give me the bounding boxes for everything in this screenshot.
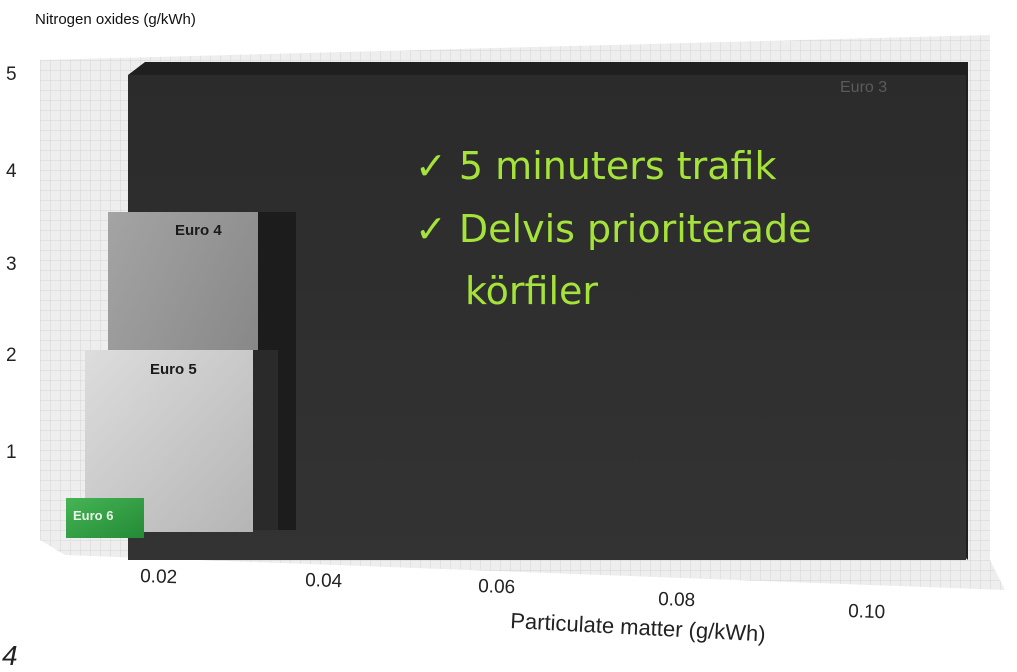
bullet-partly-prioritized-lanes: ✓ Delvis prioriterade: [415, 207, 812, 251]
bullet-lanes-continuation: körfiler: [465, 269, 599, 313]
x-tick-0.08: 0.08: [658, 589, 696, 611]
bar-euro-6: Euro 6: [66, 498, 144, 538]
emission-standards-chart: Nitrogen oxides (g/kWh) 5 4 3 2 1 Euro 3…: [6, 11, 1005, 646]
x-axis-title: Particulate matter (g/kWh): [510, 608, 766, 646]
bar-euro-5-label: Euro 5: [150, 361, 197, 378]
x-tick-0.06: 0.06: [478, 576, 516, 598]
y-tick-3: 3: [6, 254, 17, 275]
y-tick-1: 1: [6, 442, 17, 463]
bar-euro-4-label: Euro 4: [175, 222, 222, 239]
y-tick-5: 5: [6, 64, 17, 85]
y-tick-4: 4: [6, 161, 17, 182]
bar-euro-6-label: Euro 6: [73, 508, 113, 523]
page-number: 4: [2, 640, 18, 671]
y-axis-title: Nitrogen oxides (g/kWh): [35, 11, 196, 28]
x-tick-0.02: 0.02: [140, 566, 178, 588]
bar-euro-3-label: Euro 3: [840, 79, 887, 96]
y-tick-2: 2: [6, 345, 17, 366]
x-tick-0.04: 0.04: [305, 570, 343, 592]
x-tick-labels: 0.02 0.04 0.06 0.08 0.10: [140, 566, 886, 623]
y-tick-labels: 5 4 3 2 1: [6, 64, 17, 463]
x-tick-0.10: 0.10: [848, 601, 886, 623]
bullet-five-minutes-traffic: ✓ 5 minuters trafik: [415, 144, 777, 188]
